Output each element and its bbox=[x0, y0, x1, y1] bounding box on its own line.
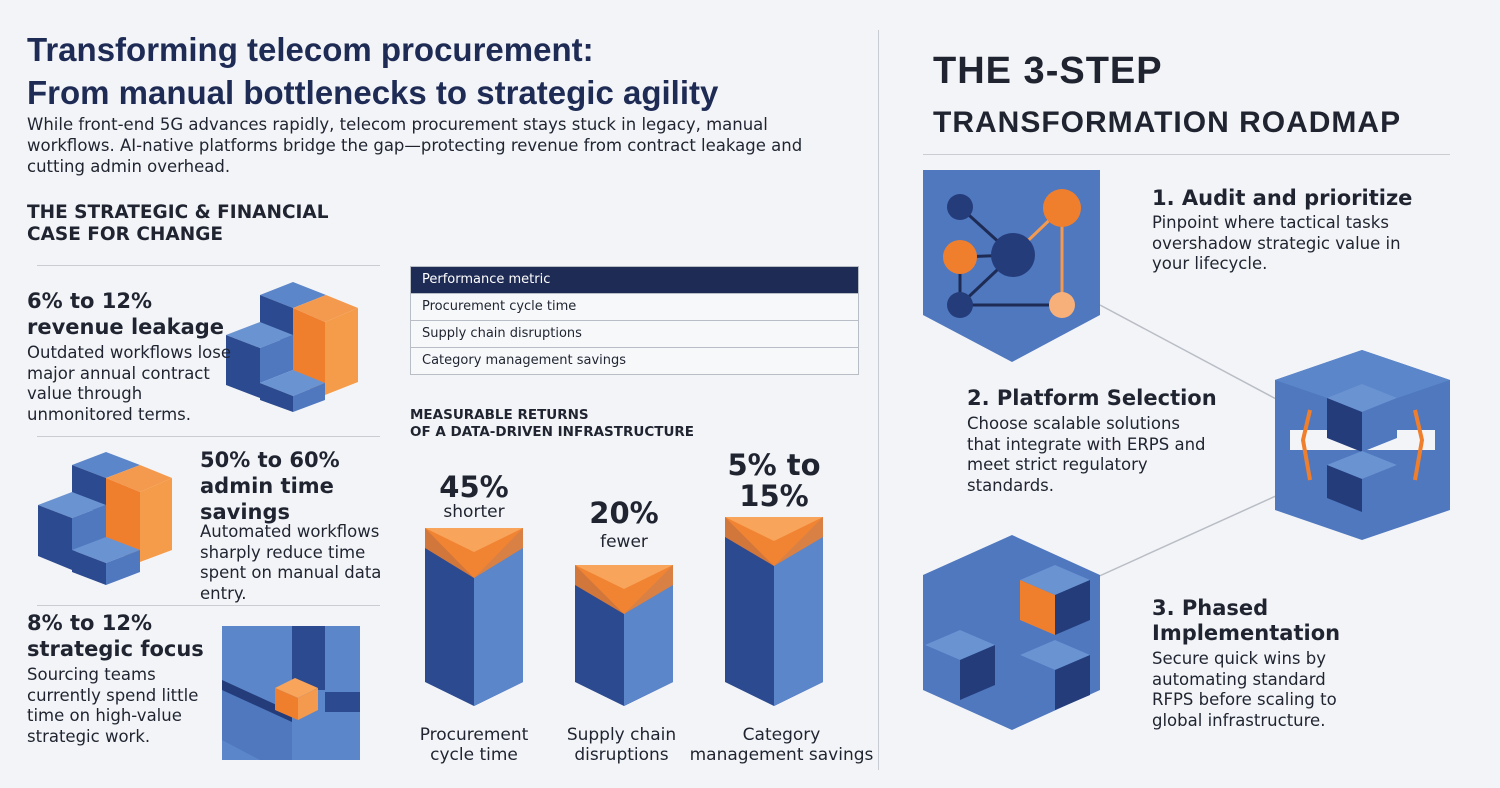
connector bbox=[1099, 304, 1279, 401]
metrics-table: Performance metric Procurement cycle tim… bbox=[410, 266, 859, 375]
step-icon bbox=[923, 170, 1100, 362]
stat-icon bbox=[222, 626, 360, 760]
title-line: From manual bottlenecks to strategic agi… bbox=[27, 74, 719, 111]
step-icon bbox=[1275, 350, 1450, 540]
table-row: Category management savings bbox=[411, 347, 858, 374]
stat-icon bbox=[38, 452, 172, 585]
title-line: Transforming telecom procurement: bbox=[27, 31, 594, 68]
bar-graphic bbox=[725, 517, 823, 706]
divider bbox=[37, 265, 380, 266]
subtitle: While front-end 5G advances rapidly, tel… bbox=[27, 115, 803, 176]
table-header: Performance metric bbox=[411, 267, 858, 293]
roadmap-title: THE 3-STEP bbox=[933, 50, 1163, 92]
divider bbox=[37, 605, 380, 606]
step-title: 2. Platform Selection bbox=[967, 386, 1217, 410]
step-body: Pinpoint where tactical tasks overshadow… bbox=[1152, 213, 1401, 273]
return-unit: shorter bbox=[443, 502, 505, 522]
section-title-line: CASE FOR CHANGE bbox=[27, 224, 224, 245]
step-title: 1. Audit and prioritize bbox=[1152, 186, 1413, 210]
stat-icon bbox=[226, 282, 358, 412]
return-value: 45% bbox=[439, 470, 509, 504]
returns-title-line: OF A DATA-DRIVEN INFRASTRUCTURE bbox=[410, 424, 695, 440]
roadmap-title: TRANSFORMATION ROADMAP bbox=[933, 106, 1402, 139]
step-title: 3. Phased Implementation bbox=[1152, 596, 1341, 645]
divider bbox=[923, 154, 1450, 155]
stat-body: Outdated workflows lose major annual con… bbox=[27, 343, 232, 424]
bar-graphic bbox=[575, 565, 673, 706]
stat-headline: 6% to 12% revenue leakage bbox=[27, 289, 225, 339]
stat-body: Sourcing teams currently spend little ti… bbox=[27, 665, 199, 746]
return-label: Supply chain disruptions bbox=[566, 725, 677, 765]
stat-headline: 50% to 60% admin time savings bbox=[200, 448, 340, 524]
title: Transforming telecom procurement: From m… bbox=[27, 28, 718, 114]
stat-body: Automated workflows sharply reduce time … bbox=[200, 522, 382, 603]
return-label: Procurement cycle time bbox=[419, 725, 529, 765]
return-label: Category management savings bbox=[689, 725, 874, 765]
return-value: 5% to 15% bbox=[727, 448, 821, 513]
section-title-line: THE STRATEGIC & FINANCIAL bbox=[27, 202, 329, 223]
returns-title-line: MEASURABLE RETURNS bbox=[410, 407, 589, 423]
bar-graphic bbox=[425, 528, 523, 706]
table-row: Supply chain disruptions bbox=[411, 320, 858, 347]
step-body: Secure quick wins by automating standard… bbox=[1152, 649, 1337, 730]
stat-headline: 8% to 12% strategic focus bbox=[27, 611, 204, 661]
table-row: Procurement cycle time bbox=[411, 293, 858, 320]
return-unit: fewer bbox=[600, 532, 648, 552]
returns-title: MEASURABLE RETURNS OF A DATA-DRIVEN INFR… bbox=[410, 407, 694, 441]
step-icon bbox=[923, 535, 1100, 730]
divider bbox=[37, 436, 380, 437]
section-title: THE STRATEGIC & FINANCIAL CASE FOR CHANG… bbox=[27, 202, 329, 246]
connector bbox=[1094, 494, 1279, 579]
divider bbox=[878, 30, 879, 770]
step-body: Choose scalable solutions that integrate… bbox=[967, 414, 1206, 495]
return-value: 20% bbox=[589, 496, 659, 530]
